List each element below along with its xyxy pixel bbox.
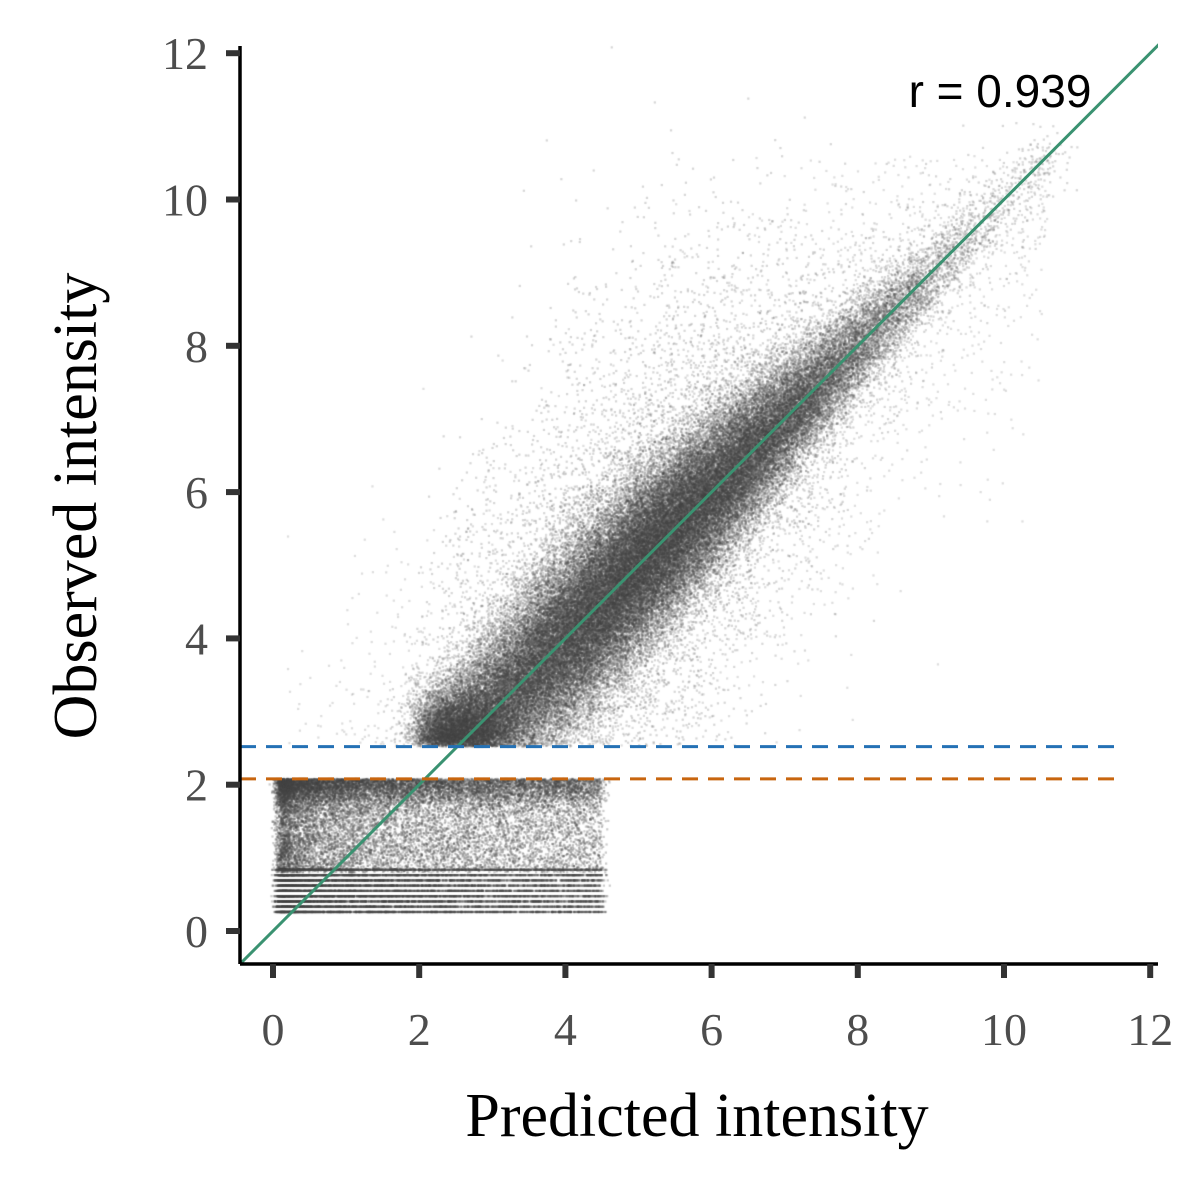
y-tick-label-4: 4 [185, 613, 208, 664]
x-tick-label-6: 6 [700, 1004, 723, 1055]
y-tick-label-0: 0 [185, 906, 208, 957]
x-axis-title: Predicted intensity [465, 1082, 928, 1150]
identity-line [240, 43, 1158, 964]
y-tick-label-8: 8 [185, 321, 208, 372]
y-axis-title: Observed intensity [42, 273, 110, 740]
y-tick-label-2: 2 [185, 760, 208, 811]
x-tick-label-8: 8 [846, 1004, 869, 1055]
y-tick-label-12: 12 [162, 28, 208, 79]
y-tick-label-6: 6 [185, 467, 208, 518]
x-tick-label-4: 4 [554, 1004, 577, 1055]
x-tick-label-12: 12 [1127, 1004, 1173, 1055]
correlation-annotation: r = 0.939 [909, 65, 1092, 117]
x-tick-label-0: 0 [262, 1004, 285, 1055]
reference-lines [240, 43, 1158, 964]
axes: 0 2 4 6 8 10 12 0 2 4 6 8 10 12 [162, 28, 1173, 1055]
y-tick-label-10: 10 [162, 175, 208, 226]
x-tick-label-10: 10 [981, 1004, 1027, 1055]
x-tick-label-2: 2 [408, 1004, 431, 1055]
